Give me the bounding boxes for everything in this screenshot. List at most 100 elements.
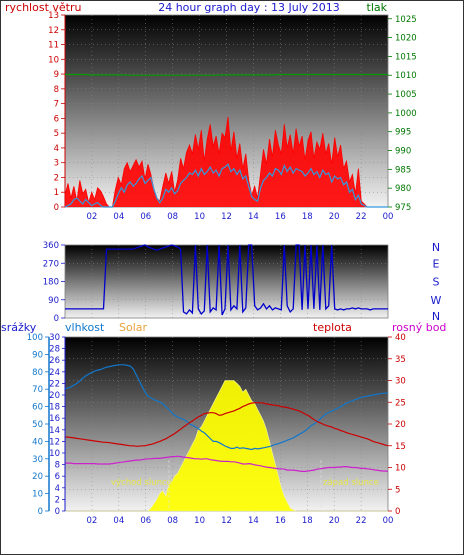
- wind-tick-label: 12: [48, 26, 59, 36]
- temperature-line: [65, 402, 389, 447]
- wind-tick-label: 2: [54, 173, 59, 183]
- compass-label: N: [432, 310, 440, 323]
- time-tick-label: 06: [140, 212, 151, 222]
- humidity-tick-label: 20: [49, 391, 60, 401]
- humidity-tick-label: 12: [49, 437, 60, 447]
- rain-tick-label: 30: [32, 455, 43, 465]
- temperature-tick-label: 5: [395, 485, 400, 495]
- wind-gust-area: [65, 116, 388, 207]
- humidity-tick-label: 22: [49, 379, 60, 389]
- pressure-axis: 975 980 985 990 995 1000 1005 1010 1015 1020 1025: [388, 15, 417, 213]
- time-tick-label: 16: [275, 212, 286, 222]
- compass-label: E: [433, 257, 440, 270]
- direction-tick-label: 0: [54, 314, 59, 324]
- humidity-tick-label: 0: [55, 507, 60, 517]
- dew-point-line: [65, 455, 389, 472]
- wind-tick-label: 5: [54, 129, 59, 139]
- pressure-label: tlak: [367, 1, 388, 14]
- humidity-tick-label: 4: [55, 484, 60, 494]
- humidity-tick-label: 10: [49, 449, 60, 459]
- climate-time-axis: 02 04 06 08 10 12 14 16 18 20 22 00: [87, 516, 394, 526]
- compass-label: S: [433, 276, 440, 289]
- pressure-tick-label: 985: [395, 165, 411, 175]
- pressure-line: [65, 73, 388, 76]
- temperature-tick-label: 20: [395, 420, 406, 430]
- time-tick-label: 04: [113, 516, 124, 526]
- dew-point-label: rosný bod: [392, 321, 446, 334]
- humidity-tick-label: 24: [49, 368, 60, 378]
- wind-tick-label: 7: [54, 100, 59, 110]
- rain-tick-label: 90: [32, 350, 43, 360]
- time-tick-label: 18: [302, 516, 313, 526]
- temperature-tick-label: 10: [395, 464, 406, 474]
- time-tick-label: 08: [167, 212, 178, 222]
- chart-title: 24 hour graph day : 13 July 2013: [158, 1, 340, 14]
- rain-tick-label: 50: [32, 420, 43, 430]
- time-tick-label: 16: [275, 516, 286, 526]
- humidity-label: vlhkost: [65, 321, 105, 334]
- time-tick-label: 20: [329, 516, 340, 526]
- compass-label: N: [432, 241, 440, 254]
- wind-tick-label: 6: [54, 114, 59, 124]
- wind-tick-label: 3: [54, 159, 59, 169]
- wind-gust-line: [64, 116, 388, 208]
- direction-tick-label: 270: [43, 259, 59, 269]
- direction-series: [65, 244, 388, 316]
- time-tick-label: 22: [356, 212, 367, 222]
- temperature-tick-label: 0: [395, 507, 400, 517]
- temperature-label: teplota: [313, 321, 352, 334]
- humidity-tick-label: 8: [55, 461, 60, 471]
- rain-axis: 0 10 20 30 40 50 60 70 80 90 100: [27, 333, 50, 517]
- rain-tick-label: 70: [32, 385, 43, 395]
- time-tick-label: 18: [302, 212, 313, 222]
- rain-tick-label: 100: [27, 333, 43, 343]
- time-tick-label: 06: [140, 516, 151, 526]
- sunset-annotation: západ slunce: [323, 478, 379, 488]
- time-tick-label: 10: [194, 212, 205, 222]
- temperature-tick-label: 35: [395, 355, 406, 365]
- time-tick-label: 10: [194, 516, 205, 526]
- pressure-tick-label: 1000: [395, 109, 417, 119]
- time-tick-label: 00: [383, 516, 394, 526]
- rain-tick-label: 60: [32, 403, 43, 413]
- wind-direction-line: [65, 244, 388, 316]
- time-tick-label: 14: [248, 516, 259, 526]
- rain-tick-label: 40: [32, 437, 43, 447]
- humidity-tick-label: 16: [49, 414, 60, 424]
- pressure-tick-label: 1005: [395, 90, 417, 100]
- time-tick-label: 20: [329, 212, 340, 222]
- direction-tick-label: 360: [43, 241, 59, 251]
- time-tick-label: 02: [87, 516, 98, 526]
- climate-series: [64, 364, 389, 512]
- pressure-tick-label: 1025: [395, 15, 417, 25]
- wind-tick-label: 0: [54, 203, 59, 213]
- pressure-tick-label: 1010: [395, 71, 417, 81]
- pressure-tick-label: 1020: [395, 34, 417, 44]
- wind-tick-label: 1: [54, 188, 59, 198]
- direction-axis: 0 90 180 270 360: [43, 241, 65, 324]
- temperature-tick-label: 30: [395, 377, 406, 387]
- solar-label: Solar: [119, 321, 148, 334]
- pressure-tick-label: 980: [395, 184, 411, 194]
- pressure-tick-label: 990: [395, 147, 411, 157]
- rain-tick-label: 10: [32, 490, 43, 500]
- pressure-tick-label: 1015: [395, 52, 417, 62]
- temperature-tick-label: 15: [395, 442, 406, 452]
- direction-tick-label: 180: [43, 278, 59, 288]
- wind-tick-label: 11: [48, 41, 59, 51]
- humidity-tick-label: 18: [49, 403, 60, 413]
- wind-tick-label: 10: [48, 55, 59, 65]
- compass-label: W: [431, 294, 442, 307]
- wind-time-axis: 02 04 06 08 10 12 14 16 18 20 22 00: [87, 212, 394, 222]
- time-tick-label: 00: [383, 212, 394, 222]
- time-tick-label: 02: [87, 212, 98, 222]
- time-tick-label: 08: [167, 516, 178, 526]
- rain-tick-label: 0: [38, 507, 43, 517]
- humidity-tick-label: 28: [49, 345, 60, 355]
- wind-tick-label: 13: [48, 11, 59, 21]
- direction-tick-label: 90: [48, 296, 59, 306]
